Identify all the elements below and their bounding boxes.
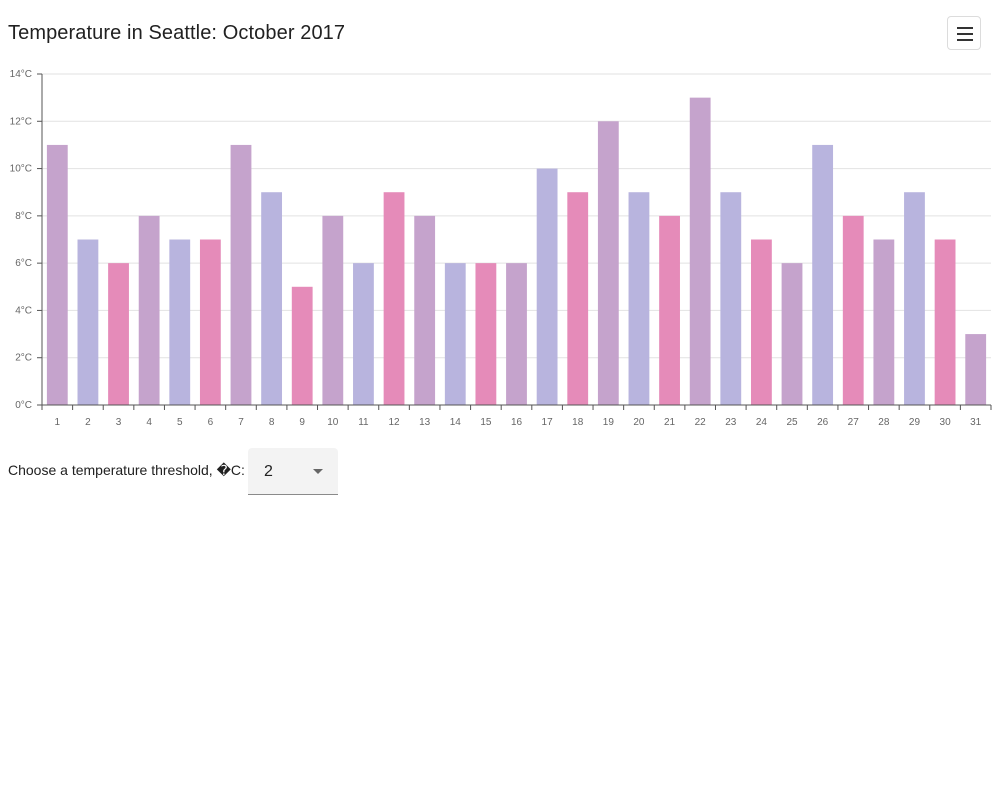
bar-day-16 — [506, 263, 527, 405]
x-tick-label: 28 — [878, 417, 890, 428]
x-tick-label: 12 — [388, 417, 400, 428]
y-tick-label: 14°C — [10, 69, 32, 80]
chart-title: Temperature in Seattle: October 2017 — [8, 22, 346, 44]
x-tick-label: 9 — [299, 417, 305, 428]
bar-day-18 — [567, 192, 589, 405]
menu-button[interactable] — [947, 16, 981, 50]
y-tick-label: 2°C — [15, 353, 32, 364]
bar-day-10 — [322, 215, 344, 405]
threshold-select[interactable]: 2 — [248, 448, 338, 495]
x-tick-label: 2 — [85, 417, 91, 428]
x-tick-label: 15 — [480, 417, 492, 428]
y-tick-label: 8°C — [15, 211, 32, 222]
chevron-down-icon — [313, 469, 323, 474]
y-tick-label: 6°C — [15, 258, 32, 269]
temperature-bar-chart: 0°C2°C4°C6°C8°C10°C12°C14°C1 2 3 4 5 6 7 8 9 10 11… — [10, 69, 992, 428]
bar-day-7 — [230, 144, 252, 405]
x-tick-label: 26 — [817, 417, 829, 428]
x-tick-label: 23 — [725, 417, 737, 428]
bar-day-14 — [444, 263, 466, 405]
x-tick-label: 18 — [572, 417, 584, 428]
y-tick-label: 12°C — [10, 116, 32, 127]
x-tick-label: 11 — [358, 417, 369, 428]
bar-day-1 — [46, 144, 68, 405]
bar-day-27 — [842, 215, 864, 405]
bar-day-11 — [353, 263, 374, 405]
x-tick-label: 13 — [419, 417, 431, 428]
x-tick-label: 8 — [269, 417, 275, 428]
bar-day-17 — [536, 168, 558, 405]
bar-day-26 — [812, 144, 834, 405]
bar-day-28 — [873, 239, 895, 405]
bar-day-24 — [750, 239, 772, 405]
x-tick-label: 24 — [756, 417, 768, 428]
x-tick-label: 30 — [940, 417, 952, 428]
x-tick-label: 29 — [909, 417, 921, 428]
bar-day-6 — [199, 239, 221, 405]
x-tick-label: 3 — [116, 417, 122, 428]
x-tick-label: 31 — [970, 417, 982, 428]
y-tick-label: 10°C — [10, 164, 32, 175]
bar-day-29 — [904, 192, 925, 405]
x-tick-label: 19 — [603, 417, 615, 428]
x-tick-label: 7 — [238, 417, 244, 428]
bar-day-13 — [414, 215, 436, 405]
threshold-select-value: 2 — [264, 463, 273, 480]
bar-day-9 — [291, 286, 313, 405]
x-tick-label: 22 — [695, 417, 707, 428]
bar-day-4 — [138, 215, 160, 405]
x-tick-label: 14 — [450, 417, 462, 428]
x-tick-label: 25 — [786, 417, 798, 428]
y-tick-label: 4°C — [15, 305, 32, 316]
x-tick-label: 1 — [55, 417, 61, 428]
bar-day-15 — [475, 263, 497, 405]
y-tick-label: 0°C — [15, 400, 32, 411]
x-tick-label: 17 — [542, 417, 554, 428]
bar-day-31 — [965, 334, 987, 405]
bar-day-3 — [108, 263, 129, 405]
x-tick-label: 6 — [208, 417, 214, 428]
x-tick-label: 5 — [177, 417, 183, 428]
bar-day-30 — [934, 239, 956, 405]
x-tick-label: 10 — [327, 417, 339, 428]
x-tick-label: 27 — [848, 417, 860, 428]
bar-day-5 — [169, 239, 191, 405]
x-tick-label: 20 — [633, 417, 645, 428]
bar-day-19 — [597, 121, 619, 406]
bar-day-21 — [659, 215, 680, 405]
x-tick-label: 4 — [146, 417, 152, 428]
bar-day-20 — [628, 192, 650, 405]
x-tick-label: 21 — [664, 417, 676, 428]
bar-day-25 — [781, 263, 803, 405]
bar-day-8 — [261, 192, 283, 405]
threshold-label: Choose a temperature threshold, �C: — [8, 462, 245, 478]
bar-day-23 — [720, 192, 742, 405]
x-tick-label: 16 — [511, 417, 523, 428]
bar-day-12 — [383, 192, 405, 405]
bar-day-2 — [77, 239, 99, 405]
bar-day-22 — [689, 97, 711, 406]
